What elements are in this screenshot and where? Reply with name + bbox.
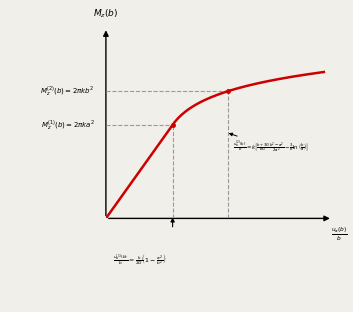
Text: $\frac{u_a^{(1)}(b)}{b} = \frac{k}{2G}\left(1-\frac{a^2}{b^2}\right)$: $\frac{u_a^{(1)}(b)}{b} = \frac{k}{2G}\l…	[113, 252, 166, 268]
Text: $\frac{u_a(b)}{b}$: $\frac{u_a(b)}{b}$	[331, 226, 348, 243]
Text: $\frac{u_a^{(2)}(b)}{b} = k\left[\frac{b+3G}{bG}\frac{b^2-a^2}{2a^2}-\frac{3}{b}: $\frac{u_a^{(2)}(b)}{b} = k\left[\frac{b…	[230, 133, 309, 155]
Text: $M_z^{(1)}(b) = 2\pi k a^2$: $M_z^{(1)}(b) = 2\pi k a^2$	[41, 118, 95, 132]
Text: $M_z^{(2)}(b) = 2\pi k b^2$: $M_z^{(2)}(b) = 2\pi k b^2$	[40, 84, 95, 98]
Text: $M_z(b)$: $M_z(b)$	[93, 7, 119, 20]
